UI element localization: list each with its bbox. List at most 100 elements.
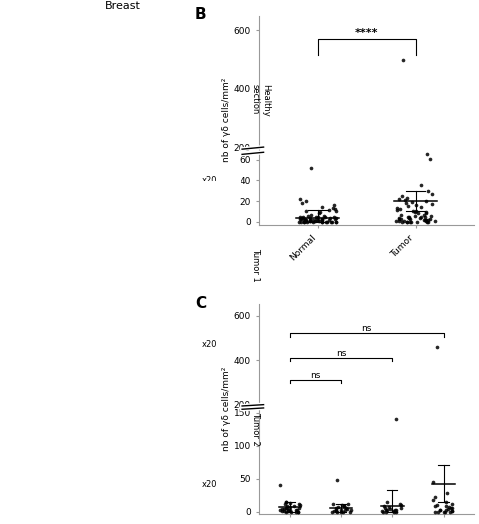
Point [307, 210, 314, 219]
Point [391, 506, 399, 515]
Point [397, 214, 404, 223]
Point [286, 503, 294, 511]
Point [402, 199, 410, 208]
Point [432, 493, 439, 501]
Point [296, 501, 304, 509]
Point [337, 507, 345, 516]
Point [408, 217, 415, 226]
Y-axis label: nb of γδ cells/mm²: nb of γδ cells/mm² [222, 367, 231, 451]
Point [309, 215, 317, 224]
Point [422, 215, 430, 224]
Point [422, 209, 430, 217]
Point [399, 192, 406, 200]
Point [312, 215, 320, 224]
Point [441, 507, 448, 516]
Point [325, 206, 332, 214]
Point [318, 214, 325, 223]
Point [319, 215, 326, 224]
Point [296, 212, 304, 221]
Point [430, 496, 437, 504]
Point [409, 207, 417, 215]
Text: B: B [195, 7, 206, 23]
Point [330, 204, 337, 212]
Point [405, 213, 413, 222]
Text: Tumor 1: Tumor 1 [251, 248, 260, 281]
Point [430, 478, 437, 486]
Point [332, 505, 340, 514]
Point [338, 501, 346, 509]
Point [423, 217, 431, 226]
Point [440, 507, 448, 516]
Point [282, 497, 289, 506]
Point [433, 501, 440, 509]
Point [294, 506, 301, 515]
Point [422, 216, 430, 225]
Point [325, 215, 333, 224]
Point [316, 208, 323, 216]
Point [344, 499, 352, 508]
Point [298, 213, 306, 222]
Point [405, 212, 412, 221]
Point [382, 507, 390, 516]
Point [446, 507, 454, 516]
Point [424, 217, 432, 226]
Point [331, 217, 339, 226]
Point [395, 216, 403, 225]
Point [428, 200, 435, 209]
Point [277, 481, 285, 489]
Point [392, 507, 400, 516]
Point [436, 505, 444, 514]
Point [426, 155, 434, 163]
Point [448, 507, 456, 515]
Text: C: C [195, 296, 206, 311]
Point [382, 505, 389, 514]
Point [315, 209, 322, 217]
Point [327, 217, 335, 226]
Point [287, 507, 295, 516]
Point [406, 217, 414, 226]
Point [278, 505, 286, 513]
Point [332, 217, 340, 226]
Point [334, 476, 342, 484]
Point [411, 208, 419, 216]
Point [432, 507, 439, 516]
Text: x20: x20 [202, 176, 217, 185]
Point [414, 209, 422, 217]
Point [379, 507, 387, 516]
Point [421, 212, 428, 221]
Point [346, 507, 354, 516]
Point [397, 205, 404, 213]
Point [332, 507, 340, 515]
Point [448, 507, 456, 515]
Point [421, 215, 428, 224]
Point [296, 500, 303, 508]
Text: ****: **** [355, 28, 378, 38]
Point [341, 505, 349, 514]
Point [307, 216, 314, 225]
Point [417, 181, 425, 190]
Point [397, 210, 405, 219]
Point [403, 217, 411, 226]
Point [383, 506, 390, 515]
Point [436, 506, 444, 515]
Point [332, 504, 340, 512]
Point [401, 196, 409, 204]
Point [426, 214, 433, 223]
Point [420, 215, 427, 224]
Point [315, 216, 323, 225]
Point [422, 208, 430, 216]
Point [283, 504, 290, 512]
Point [385, 503, 393, 511]
Point [431, 501, 439, 510]
Point [333, 507, 341, 516]
Point [307, 163, 315, 172]
Point [400, 216, 408, 225]
Point [423, 150, 431, 159]
Point [390, 507, 398, 516]
Point [331, 214, 339, 223]
Point [393, 206, 401, 214]
Point [433, 343, 440, 351]
Point [443, 502, 450, 510]
Point [326, 213, 334, 222]
Point [309, 217, 317, 226]
